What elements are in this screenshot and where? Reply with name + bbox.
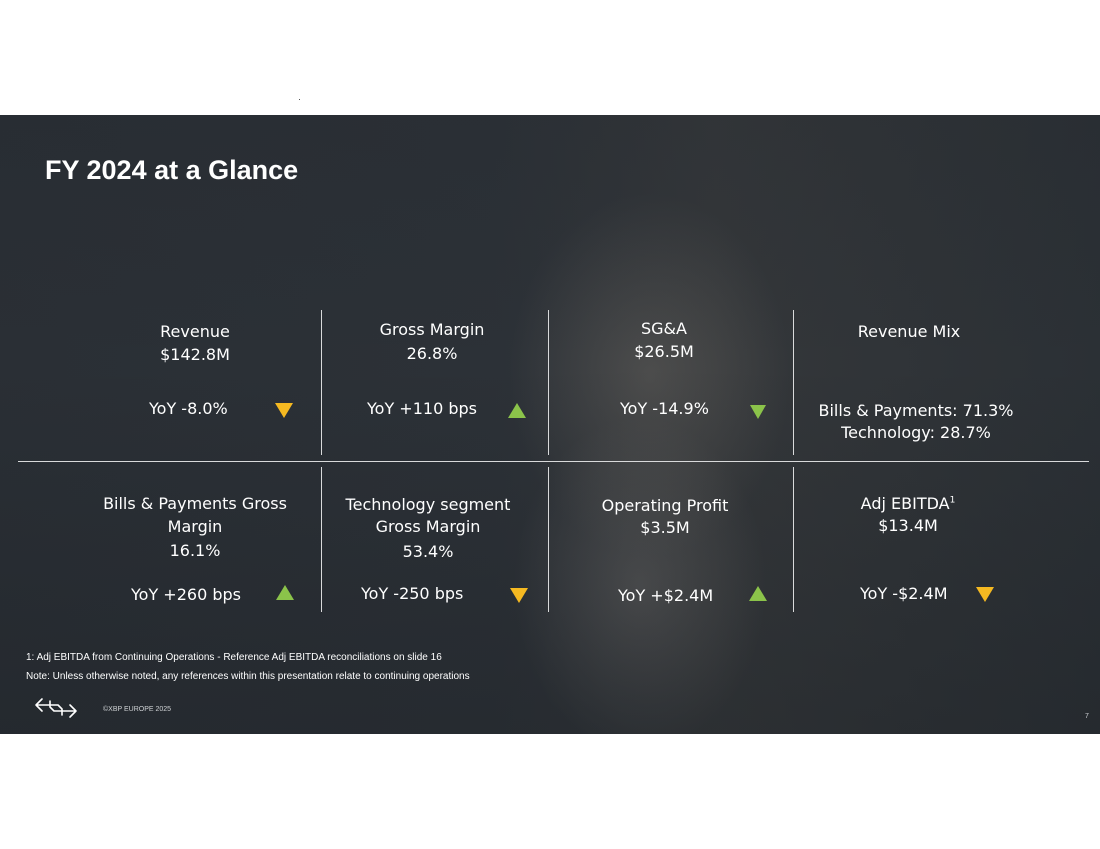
xbp-arrows-logo-icon <box>35 698 77 718</box>
kpi-tech-gross-margin-label-2: Gross Margin <box>375 517 481 536</box>
kpi-gross-margin-yoy: YoY +110 bps <box>367 399 477 418</box>
slide: FY 2024 at a Glance Revenue $142.8M YoY … <box>0 115 1100 734</box>
trend-up-icon <box>749 586 767 601</box>
trend-up-icon <box>276 585 294 600</box>
kpi-revenue-mix-line1: Bills & Payments: 71.3% <box>818 401 1014 420</box>
kpi-gross-margin-value: 26.8% <box>406 344 458 363</box>
trend-down-icon <box>275 403 293 418</box>
stray-dot <box>299 99 300 100</box>
divider-vertical-2 <box>548 310 549 455</box>
divider-vertical-5 <box>548 467 549 612</box>
copyright-text: ©XBP EUROPE 2025 <box>103 706 172 713</box>
kpi-revenue-yoy: YoY -8.0% <box>149 399 228 418</box>
kpi-adj-ebitda-yoy: YoY -$2.4M <box>860 584 948 603</box>
kpi-tech-gross-margin-yoy: YoY -250 bps <box>361 584 464 603</box>
kpi-revenue-value: $142.8M <box>160 345 230 364</box>
trend-down-icon <box>750 405 766 419</box>
kpi-bills-gross-margin-label-1: Bills & Payments Gross <box>103 494 287 513</box>
footnote-marker: 1 <box>949 495 956 506</box>
divider-vertical-3 <box>793 310 794 455</box>
kpi-bills-gross-margin-label-2: Margin <box>167 517 223 536</box>
kpi-revenue-mix-label: Revenue Mix <box>857 322 961 341</box>
kpi-tech-gross-margin-value: 53.4% <box>402 542 454 561</box>
divider-vertical-6 <box>793 467 794 612</box>
kpi-bills-gross-margin-value: 16.1% <box>169 541 221 560</box>
kpi-revenue-mix-line2: Technology: 28.7% <box>841 423 991 442</box>
kpi-adj-ebitda-label-text: Adj EBITDA <box>860 494 950 513</box>
trend-down-icon <box>510 588 528 603</box>
kpi-sga-label: SG&A <box>641 319 687 338</box>
kpi-revenue-label: Revenue <box>160 322 230 341</box>
divider-vertical-1 <box>321 310 322 455</box>
kpi-sga-yoy: YoY -14.9% <box>620 399 709 418</box>
kpi-operating-profit-label: Operating Profit <box>601 496 729 515</box>
trend-up-icon <box>508 403 526 418</box>
footnote-2: Note: Unless otherwise noted, any refere… <box>26 671 470 682</box>
footnote-1: 1: Adj EBITDA from Continuing Operations… <box>26 652 442 663</box>
divider-horizontal <box>18 461 1089 462</box>
kpi-gross-margin-label: Gross Margin <box>379 320 485 339</box>
kpi-operating-profit-value: $3.5M <box>640 518 690 537</box>
trend-down-icon <box>976 587 994 602</box>
kpi-bills-gross-margin-yoy: YoY +260 bps <box>131 585 241 604</box>
kpi-operating-profit-yoy: YoY +$2.4M <box>618 586 714 605</box>
kpi-adj-ebitda-value: $13.4M <box>878 516 938 535</box>
kpi-sga-value: $26.5M <box>634 342 694 361</box>
slide-title: FY 2024 at a Glance <box>45 155 299 185</box>
kpi-adj-ebitda-label: Adj EBITDA1 <box>808 492 1008 515</box>
kpi-tech-gross-margin-label-1: Technology segment <box>345 495 511 514</box>
page-number: 7 <box>1085 713 1089 720</box>
divider-vertical-4 <box>321 467 322 612</box>
background-photo <box>0 115 1100 734</box>
